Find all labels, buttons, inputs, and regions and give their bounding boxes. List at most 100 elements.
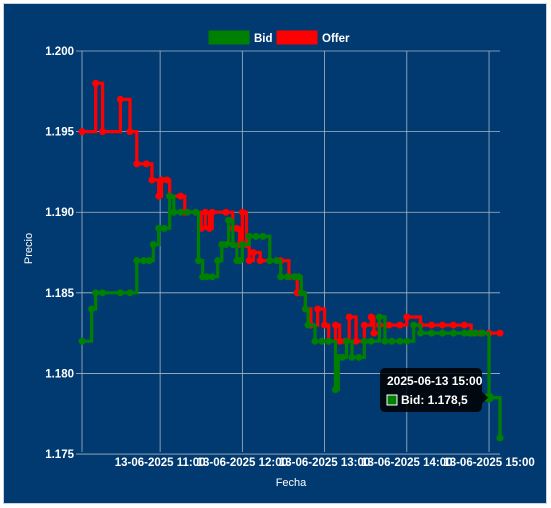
data-point-bid <box>304 321 312 329</box>
data-point-bid <box>449 329 457 337</box>
data-point-offer <box>352 337 360 345</box>
data-point-bid <box>252 232 260 240</box>
data-point-offer <box>249 249 257 257</box>
data-point-offer <box>314 305 322 313</box>
axes: 1.175 1.180 1.185 1.190 1.195 1.200 13-06-2025… <box>23 46 535 489</box>
data-point-offer <box>205 224 213 232</box>
data-point-bid <box>297 289 305 297</box>
data-point-offer <box>133 160 141 168</box>
data-point-bid <box>355 353 363 361</box>
legend[interactable]: Bid Offer <box>208 30 350 45</box>
data-point-offer <box>142 160 150 168</box>
data-point-bid <box>133 257 141 265</box>
data-point-offer <box>233 224 241 232</box>
data-point-offer <box>438 321 446 329</box>
data-point-offer <box>370 329 378 337</box>
data-point-bid <box>301 305 309 313</box>
y-tick-label: 1.185 <box>45 288 74 300</box>
data-point-bid <box>381 337 389 345</box>
data-point-bid <box>284 273 292 281</box>
data-point-bid <box>88 305 96 313</box>
data-point-offer <box>256 257 264 265</box>
data-point-bid <box>116 289 124 297</box>
data-point-bid <box>343 337 351 345</box>
legend-item-bid[interactable]: Bid <box>208 30 273 45</box>
data-point-bid <box>194 257 202 265</box>
data-point-bid <box>375 313 383 321</box>
data-point-offer <box>427 321 435 329</box>
data-point-bid <box>225 216 233 224</box>
data-point-bid <box>259 232 267 240</box>
x-tick-label: 13-06-2025 12:00 <box>197 457 288 469</box>
data-point-bid <box>273 257 281 265</box>
series-layer <box>78 79 504 442</box>
data-point-bid <box>126 289 134 297</box>
data-point-bid <box>427 329 435 337</box>
data-point-offer <box>367 313 375 321</box>
data-point-offer <box>177 192 185 200</box>
x-tick-label: 13-06-2025 11:00 <box>115 457 206 469</box>
data-point-offer <box>99 128 107 136</box>
legend-item-offer[interactable]: Offer <box>276 30 350 45</box>
data-point-bid <box>325 337 333 345</box>
tooltip-caret <box>482 391 488 404</box>
x-tick-label: 13-06-2025 14:00 <box>361 457 452 469</box>
data-point-bid <box>388 337 396 345</box>
series-bid <box>78 192 504 442</box>
tooltip-box <box>380 368 482 412</box>
legend-label-offer: Offer <box>322 33 350 45</box>
x-axis-title: Fecha <box>276 477 307 489</box>
data-point-bid <box>236 257 244 265</box>
data-point-bid <box>160 224 168 232</box>
data-point-bid <box>496 434 504 442</box>
data-point-bid <box>311 337 319 345</box>
data-point-bid <box>170 208 178 216</box>
y-tick-label: 1.195 <box>45 127 74 139</box>
tooltip-value: Bid: 1.178,5 <box>401 393 468 407</box>
data-point-bid <box>348 353 356 361</box>
data-point-bid <box>360 337 368 345</box>
data-point-offer <box>148 176 156 184</box>
data-point-offer <box>321 321 329 329</box>
data-point-offer <box>245 257 253 265</box>
data-point-offer <box>385 321 393 329</box>
chart-panel: 1.175 1.180 1.185 1.190 1.195 1.200 13-06-2025… <box>3 3 547 504</box>
data-point-bid <box>396 337 404 345</box>
data-point-bid <box>318 337 326 345</box>
data-point-bid <box>367 337 375 345</box>
data-point-bid <box>145 257 153 265</box>
data-point-bid <box>192 208 200 216</box>
data-point-offer <box>396 321 404 329</box>
data-point-offer <box>345 313 353 321</box>
data-point-bid <box>177 208 185 216</box>
data-point-bid <box>222 240 230 248</box>
data-point-bid <box>214 257 222 265</box>
data-point-bid <box>417 329 425 337</box>
x-tick-label: 13-06-2025 15:00 <box>443 457 534 469</box>
legend-label-bid: Bid <box>254 33 273 45</box>
price-chart: 1.175 1.180 1.185 1.190 1.195 1.200 13-06-2025… <box>23 30 535 489</box>
tooltip-swatch <box>386 394 398 406</box>
data-point-bid <box>208 273 216 281</box>
data-point-offer <box>201 208 209 216</box>
data-point-bid <box>229 240 237 248</box>
data-point-bid <box>332 386 340 394</box>
data-point-bid <box>277 273 285 281</box>
data-point-bid <box>478 329 486 337</box>
data-point-offer <box>92 79 100 87</box>
data-point-bid <box>92 289 100 297</box>
data-point-offer <box>332 321 340 329</box>
data-point-offer <box>360 321 368 329</box>
tooltip: 2025-06-13 15:00 Bid: 1.178,5 <box>380 368 495 412</box>
data-point-bid <box>78 337 86 345</box>
data-point-bid <box>266 257 274 265</box>
data-point-bid <box>184 208 192 216</box>
tooltip-title: 2025-06-13 15:00 <box>387 374 483 388</box>
data-point-offer <box>126 128 134 136</box>
legend-swatch-offer <box>276 30 318 45</box>
y-tick-label: 1.180 <box>45 368 74 380</box>
data-point-bid <box>338 353 346 361</box>
data-point-bid <box>166 192 174 200</box>
data-point-offer <box>78 128 86 136</box>
y-tick-label: 1.200 <box>45 46 74 58</box>
